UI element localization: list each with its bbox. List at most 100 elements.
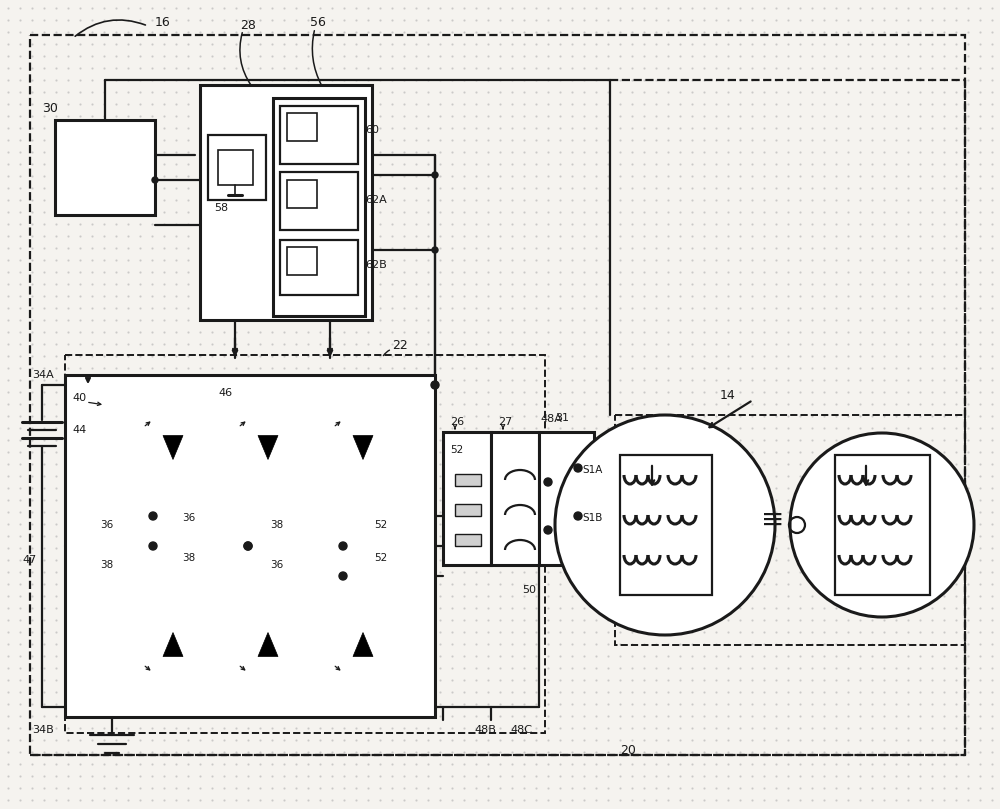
Point [60, 637, 76, 650]
Point [708, 637, 724, 650]
Point [840, 230, 856, 243]
Point [540, 14, 556, 27]
Point [744, 14, 760, 27]
Point [492, 518, 508, 531]
Point [84, 277, 100, 290]
Point [780, 2, 796, 15]
Point [900, 458, 916, 471]
Point [180, 302, 196, 315]
Point [228, 613, 244, 626]
Point [960, 458, 976, 471]
Point [576, 697, 592, 710]
Point [240, 37, 256, 50]
Point [276, 709, 292, 722]
Point [408, 781, 424, 794]
Point [456, 218, 472, 231]
Point [24, 205, 40, 218]
Point [948, 314, 964, 327]
Point [240, 386, 256, 399]
Point [744, 253, 760, 266]
Point [12, 374, 28, 387]
Point [504, 578, 520, 591]
Point [732, 674, 748, 687]
Point [648, 277, 664, 290]
Point [24, 181, 40, 194]
Point [180, 757, 196, 770]
Point [876, 242, 892, 255]
Point [180, 230, 196, 243]
Point [48, 302, 64, 315]
Point [132, 277, 148, 290]
Point [144, 794, 160, 807]
Point [912, 722, 928, 735]
Point [456, 769, 472, 782]
Bar [287, 247, 317, 275]
Point [696, 230, 712, 243]
Point [384, 722, 400, 735]
Point [792, 553, 808, 566]
Point [168, 37, 184, 50]
Point [276, 746, 292, 759]
Point [144, 481, 160, 494]
Point [648, 662, 664, 675]
Point [504, 650, 520, 663]
Point [564, 86, 580, 99]
Point [324, 37, 340, 50]
Point [156, 697, 172, 710]
Point [132, 722, 148, 735]
Point [636, 625, 652, 638]
Point [420, 86, 436, 99]
Point [108, 458, 124, 471]
Point [540, 349, 556, 362]
Point [288, 530, 304, 543]
Point [48, 553, 64, 566]
Point [900, 697, 916, 710]
Point [888, 530, 904, 543]
Point [720, 374, 736, 387]
Point [648, 590, 664, 603]
Point [24, 253, 40, 266]
Point [840, 722, 856, 735]
Point [636, 49, 652, 62]
Point [612, 302, 628, 315]
Point [744, 697, 760, 710]
Point [888, 325, 904, 338]
Point [708, 253, 724, 266]
Point [768, 86, 784, 99]
Point [156, 590, 172, 603]
Point [732, 374, 748, 387]
Point [864, 14, 880, 27]
Point [240, 277, 256, 290]
Point [420, 61, 436, 74]
Point [576, 218, 592, 231]
Point [528, 794, 544, 807]
Point [492, 590, 508, 603]
Point [468, 434, 484, 447]
Point [912, 181, 928, 194]
Point [564, 290, 580, 303]
Point [600, 746, 616, 759]
Point [156, 446, 172, 459]
Point [144, 146, 160, 159]
Point [564, 697, 580, 710]
Point [660, 386, 676, 399]
Point [480, 86, 496, 99]
Point [780, 302, 796, 315]
Point [552, 578, 568, 591]
Point [324, 205, 340, 218]
Point [252, 397, 268, 410]
Point [528, 481, 544, 494]
Point [636, 674, 652, 687]
Point [624, 121, 640, 134]
Point [156, 781, 172, 794]
Point [36, 506, 52, 519]
Point [336, 409, 352, 422]
Point [684, 746, 700, 759]
Point [24, 74, 40, 87]
Point [372, 674, 388, 687]
Point [492, 493, 508, 506]
Point [948, 242, 964, 255]
Point [744, 26, 760, 39]
Point [492, 397, 508, 410]
Point [204, 722, 220, 735]
